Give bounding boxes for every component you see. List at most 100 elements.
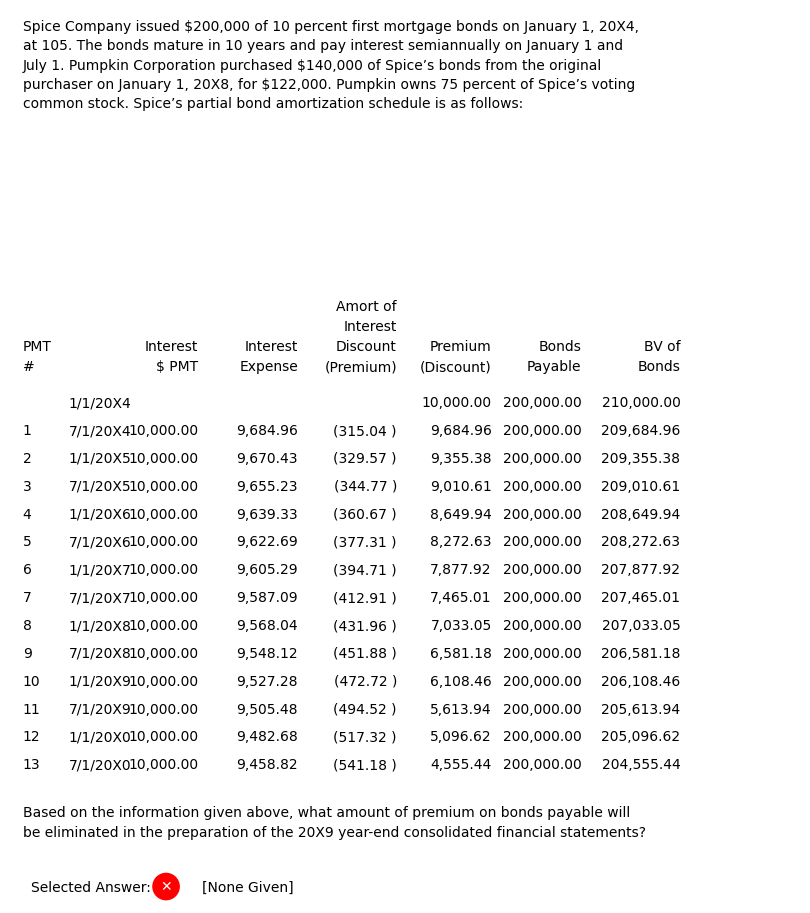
Text: 8: 8: [23, 619, 32, 633]
Text: 9,505.48: 9,505.48: [237, 703, 298, 717]
Text: 10,000.00: 10,000.00: [128, 758, 198, 772]
Text: 200,000.00: 200,000.00: [503, 619, 582, 633]
Text: 209,684.96: 209,684.96: [601, 424, 680, 438]
Text: 200,000.00: 200,000.00: [503, 703, 582, 717]
Text: 207,877.92: 207,877.92: [601, 563, 680, 577]
Text: 9,010.61: 9,010.61: [430, 480, 492, 494]
Text: 7,465.01: 7,465.01: [430, 592, 492, 605]
Text: 9,527.28: 9,527.28: [237, 675, 298, 688]
Text: 6,108.46: 6,108.46: [430, 675, 492, 688]
Text: 9,605.29: 9,605.29: [237, 563, 298, 577]
Text: Discount: Discount: [336, 341, 397, 354]
Text: (451.88 ): (451.88 ): [333, 647, 397, 661]
Text: 9,670.43: 9,670.43: [237, 452, 298, 466]
Text: Based on the information given above, what amount of premium on bonds payable wi: Based on the information given above, wh…: [23, 806, 646, 840]
Text: 13: 13: [23, 758, 40, 772]
Text: 11: 11: [23, 703, 40, 717]
Text: 9,622.69: 9,622.69: [237, 535, 298, 550]
Text: Bonds: Bonds: [637, 361, 680, 374]
Text: 200,000.00: 200,000.00: [503, 480, 582, 494]
Text: 9,684.96: 9,684.96: [237, 424, 298, 438]
Text: 208,272.63: 208,272.63: [601, 535, 680, 550]
Text: 10,000.00: 10,000.00: [128, 452, 198, 466]
Text: Bonds: Bonds: [539, 341, 582, 354]
Text: 200,000.00: 200,000.00: [503, 396, 582, 410]
Text: 210,000.00: 210,000.00: [602, 396, 680, 410]
Text: (315.04 ): (315.04 ): [334, 424, 397, 438]
Text: 9,655.23: 9,655.23: [237, 480, 298, 494]
Text: (329.57 ): (329.57 ): [334, 452, 397, 466]
Text: 4,555.44: 4,555.44: [430, 758, 492, 772]
Text: 10,000.00: 10,000.00: [128, 592, 198, 605]
Text: (517.32 ): (517.32 ): [334, 730, 397, 744]
Text: 206,108.46: 206,108.46: [601, 675, 680, 688]
Text: 7/1/20X7: 7/1/20X7: [69, 592, 131, 605]
Text: 200,000.00: 200,000.00: [503, 424, 582, 438]
Text: 5,096.62: 5,096.62: [430, 730, 492, 744]
Text: 9,639.33: 9,639.33: [237, 508, 298, 521]
Text: 7/1/20X0: 7/1/20X0: [69, 758, 131, 772]
Text: 7/1/20X6: 7/1/20X6: [69, 535, 131, 550]
Text: 10,000.00: 10,000.00: [128, 535, 198, 550]
Text: 200,000.00: 200,000.00: [503, 647, 582, 661]
Text: Spice Company issued $200,000 of 10 percent first mortgage bonds on January 1, 2: Spice Company issued $200,000 of 10 perc…: [23, 20, 638, 111]
Text: 1/1/20X9: 1/1/20X9: [69, 675, 132, 688]
Text: 9,568.04: 9,568.04: [237, 619, 298, 633]
Text: 6,581.18: 6,581.18: [430, 647, 492, 661]
Text: Interest: Interest: [245, 341, 298, 354]
Text: Payable: Payable: [527, 361, 582, 374]
Text: #: #: [23, 361, 35, 374]
Text: 10: 10: [23, 675, 40, 688]
Text: Amort of: Amort of: [336, 299, 397, 314]
Text: 7,877.92: 7,877.92: [430, 563, 492, 577]
Text: 8,649.94: 8,649.94: [430, 508, 492, 521]
Text: 1/1/20X7: 1/1/20X7: [69, 563, 131, 577]
Text: (541.18 ): (541.18 ): [333, 758, 397, 772]
Text: (494.52 ): (494.52 ): [334, 703, 397, 717]
Text: (394.71 ): (394.71 ): [333, 563, 397, 577]
Text: 7/1/20X5: 7/1/20X5: [69, 480, 131, 494]
Text: 1: 1: [23, 424, 32, 438]
Text: 2: 2: [23, 452, 32, 466]
Text: 10,000.00: 10,000.00: [128, 619, 198, 633]
Text: 9,684.96: 9,684.96: [430, 424, 492, 438]
Text: 1/1/20X0: 1/1/20X0: [69, 730, 131, 744]
Text: $ PMT: $ PMT: [156, 361, 198, 374]
Text: 10,000.00: 10,000.00: [128, 675, 198, 688]
Text: 10,000.00: 10,000.00: [421, 396, 492, 410]
Text: (412.91 ): (412.91 ): [333, 592, 397, 605]
Text: Interest: Interest: [145, 341, 198, 354]
Text: 5,613.94: 5,613.94: [430, 703, 492, 717]
Text: 200,000.00: 200,000.00: [503, 535, 582, 550]
Text: BV of: BV of: [644, 341, 680, 354]
Text: 1/1/20X4: 1/1/20X4: [69, 396, 131, 410]
Text: 200,000.00: 200,000.00: [503, 563, 582, 577]
Text: 7/1/20X9: 7/1/20X9: [69, 703, 131, 717]
Text: 206,581.18: 206,581.18: [601, 647, 680, 661]
Text: 1/1/20X5: 1/1/20X5: [69, 452, 131, 466]
Text: 7,033.05: 7,033.05: [430, 619, 492, 633]
Text: 7/1/20X8: 7/1/20X8: [69, 647, 131, 661]
Text: 209,355.38: 209,355.38: [601, 452, 680, 466]
Text: PMT: PMT: [23, 341, 52, 354]
Text: 200,000.00: 200,000.00: [503, 452, 582, 466]
Text: [None Given]: [None Given]: [202, 881, 294, 895]
Text: Expense: Expense: [239, 361, 298, 374]
Text: 10,000.00: 10,000.00: [128, 508, 198, 521]
Text: 10,000.00: 10,000.00: [128, 647, 198, 661]
Text: 200,000.00: 200,000.00: [503, 592, 582, 605]
Text: 10,000.00: 10,000.00: [128, 703, 198, 717]
Text: 200,000.00: 200,000.00: [503, 675, 582, 688]
Text: 200,000.00: 200,000.00: [503, 508, 582, 521]
Text: (Premium): (Premium): [324, 361, 397, 374]
Text: 207,033.05: 207,033.05: [602, 619, 680, 633]
Text: 208,649.94: 208,649.94: [601, 508, 680, 521]
Text: 4: 4: [23, 508, 32, 521]
Text: Selected Answer:: Selected Answer:: [31, 881, 151, 895]
Text: 7/1/20X4: 7/1/20X4: [69, 424, 131, 438]
Circle shape: [153, 874, 179, 899]
Text: 205,613.94: 205,613.94: [601, 703, 680, 717]
Text: 207,465.01: 207,465.01: [601, 592, 680, 605]
Text: 1/1/20X6: 1/1/20X6: [69, 508, 132, 521]
Text: 205,096.62: 205,096.62: [601, 730, 680, 744]
